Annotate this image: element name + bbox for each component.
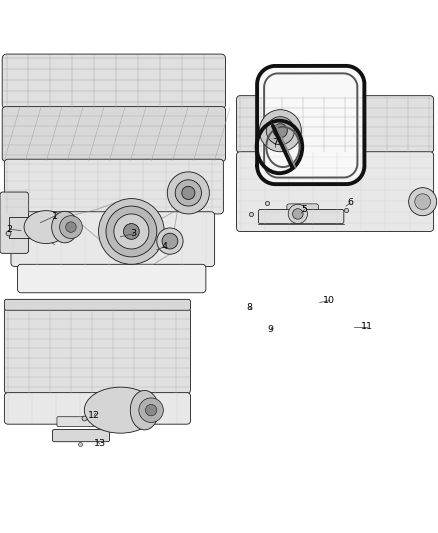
Polygon shape	[4, 308, 191, 393]
Polygon shape	[0, 192, 28, 253]
Text: 5: 5	[301, 205, 307, 214]
Polygon shape	[53, 430, 110, 442]
Circle shape	[167, 172, 209, 214]
Circle shape	[288, 204, 307, 223]
Polygon shape	[11, 212, 215, 266]
Circle shape	[60, 216, 82, 238]
Polygon shape	[2, 54, 226, 109]
Ellipse shape	[84, 387, 157, 433]
Circle shape	[114, 214, 149, 249]
Ellipse shape	[24, 211, 68, 244]
Circle shape	[66, 222, 76, 232]
Text: 12: 12	[88, 411, 100, 420]
Circle shape	[157, 228, 183, 254]
Circle shape	[273, 124, 287, 138]
Text: 9: 9	[268, 325, 274, 334]
Circle shape	[175, 180, 201, 206]
Circle shape	[145, 405, 157, 416]
Text: 3: 3	[131, 229, 137, 238]
Circle shape	[182, 187, 195, 199]
Text: 13: 13	[94, 439, 106, 448]
Circle shape	[293, 209, 303, 219]
Polygon shape	[258, 209, 344, 223]
Circle shape	[266, 117, 294, 145]
Text: 6: 6	[347, 198, 353, 207]
Ellipse shape	[131, 391, 159, 430]
Polygon shape	[2, 107, 226, 161]
Circle shape	[409, 188, 437, 216]
Circle shape	[259, 110, 301, 152]
Text: 1: 1	[52, 212, 58, 221]
Polygon shape	[287, 204, 318, 219]
Polygon shape	[237, 96, 434, 152]
Text: 2: 2	[7, 225, 13, 234]
Circle shape	[162, 233, 178, 249]
Ellipse shape	[52, 211, 78, 243]
Polygon shape	[257, 66, 364, 184]
Circle shape	[99, 199, 164, 264]
Text: 4: 4	[161, 243, 167, 251]
Polygon shape	[57, 417, 101, 426]
Circle shape	[124, 223, 139, 239]
Circle shape	[106, 206, 157, 257]
Text: 11: 11	[361, 322, 373, 332]
FancyBboxPatch shape	[9, 217, 35, 238]
Polygon shape	[4, 393, 191, 424]
Polygon shape	[4, 300, 191, 310]
Polygon shape	[18, 264, 206, 293]
Polygon shape	[237, 152, 434, 231]
Text: 8: 8	[247, 303, 253, 312]
Circle shape	[415, 194, 431, 209]
Text: 10: 10	[323, 296, 336, 305]
Circle shape	[139, 398, 163, 423]
Polygon shape	[4, 159, 223, 214]
Text: 7: 7	[272, 139, 278, 148]
